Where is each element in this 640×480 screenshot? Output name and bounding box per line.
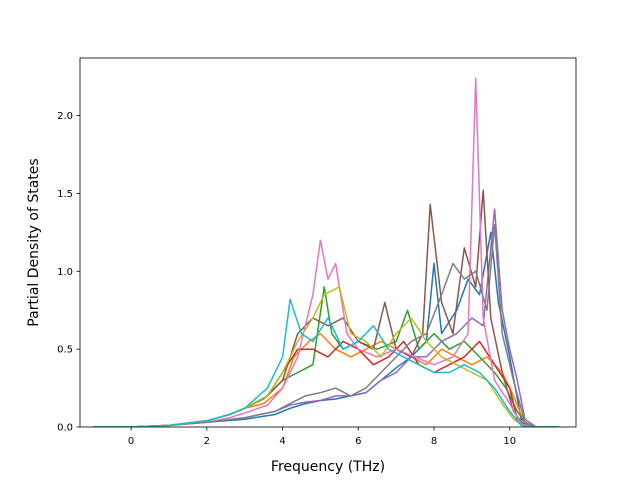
y-tick-label: 2.0 <box>57 111 73 122</box>
series-line-10 <box>93 298 559 427</box>
y-tick-label: 0.5 <box>57 345 73 356</box>
x-axis-label: Frequency (THz) <box>271 459 385 475</box>
y-axis-label: Partial Density of States <box>26 158 42 326</box>
y-axis-ticks: 0.0 0.5 1.0 1.5 2.0 <box>57 111 80 434</box>
series-line-1 <box>93 231 559 427</box>
x-tick-label: 2 <box>204 436 210 447</box>
x-axis-ticks: 0 2 4 6 8 10 <box>128 427 516 447</box>
y-tick-label: 0.0 <box>57 423 73 434</box>
x-tick-label: 4 <box>279 436 285 447</box>
x-tick-label: 8 <box>431 436 437 447</box>
x-tick-label: 10 <box>503 436 516 447</box>
plot-frame <box>79 57 577 428</box>
y-tick-label: 1.5 <box>57 189 73 200</box>
x-tick-label: 6 <box>355 436 361 447</box>
y-tick-label: 1.0 <box>57 267 73 278</box>
series-line-8 <box>93 223 559 427</box>
x-tick-label: 0 <box>128 436 134 447</box>
series-layer <box>93 77 559 427</box>
series-line-7 <box>93 77 559 427</box>
